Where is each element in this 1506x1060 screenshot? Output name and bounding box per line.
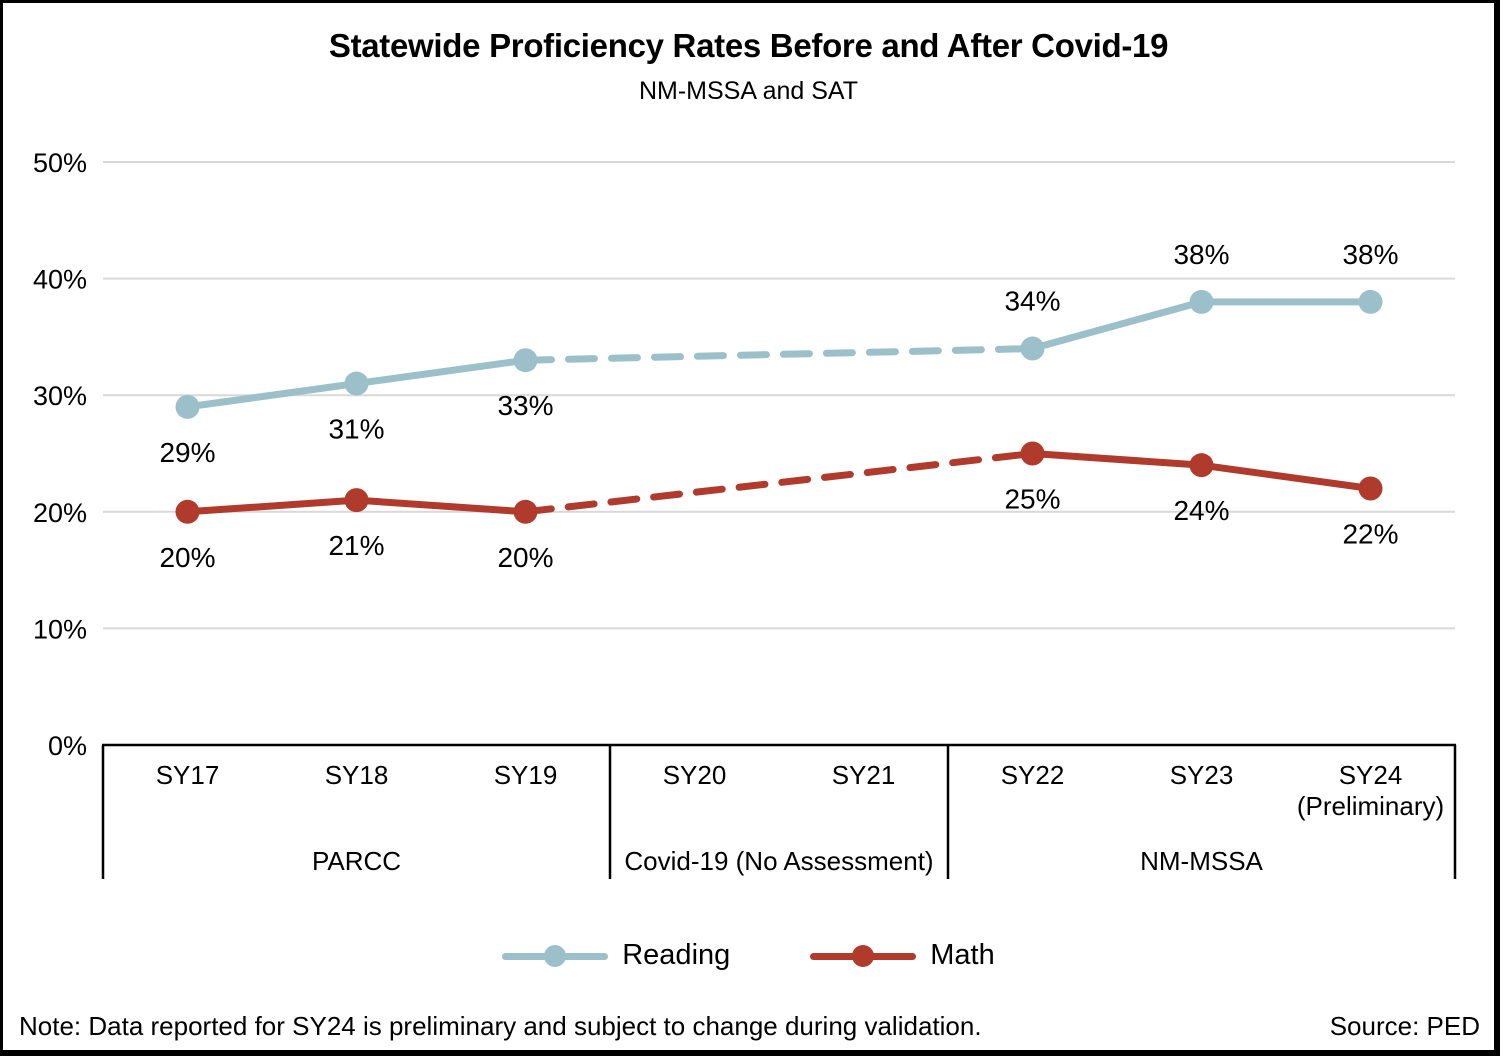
chart-note: Note: Data reported for SY24 is prelimin…	[19, 1011, 982, 1041]
data-point-reading-sy22	[1020, 336, 1045, 361]
data-label-math: 20%	[159, 542, 215, 573]
assessment-group-label: NM-MSSA	[1140, 846, 1263, 876]
data-point-reading-sy18	[344, 371, 369, 396]
chart-legend: Reading Math	[3, 939, 1494, 972]
data-label-reading: 38%	[1342, 239, 1398, 270]
legend-dot	[544, 944, 567, 967]
series-segment-math	[1198, 461, 1374, 492]
legend-dot	[852, 944, 875, 967]
data-label-reading: 38%	[1173, 239, 1229, 270]
legend-label-reading: Reading	[622, 939, 731, 971]
assessment-group-label: PARCC	[312, 846, 401, 876]
data-label-math: 25%	[1004, 484, 1060, 515]
data-point-math-sy17	[175, 499, 200, 524]
series-segment-reading	[522, 345, 1036, 364]
data-point-math-sy24	[1358, 476, 1383, 501]
data-point-math-sy18	[344, 488, 369, 513]
line-chart: 0% 10% 20% 30% 40% 50% 29% 31% 33% 34% 38% 38% 20% 21…	[33, 148, 1457, 879]
data-label-math: 22%	[1342, 518, 1398, 549]
series-segment-math	[522, 450, 1036, 516]
y-axis-tick-label: 10%	[33, 614, 87, 644]
chart-source: Source: PED	[1329, 1011, 1480, 1041]
series-segment-math	[1029, 450, 1205, 469]
data-label-reading: 33%	[497, 390, 553, 421]
data-point-math-sy19	[513, 499, 538, 524]
y-axis-tick-label: 30%	[33, 381, 87, 411]
legend-item-reading: Reading	[502, 939, 730, 972]
series-segment-math	[184, 496, 360, 516]
legend-marker-math-icon	[810, 944, 917, 967]
y-axis-tick-label: 40%	[33, 265, 87, 295]
x-axis-category-label: SY17	[156, 760, 220, 790]
series-segment-reading	[184, 380, 360, 411]
chart-subtitle: NM-MSSA and SAT	[638, 77, 859, 105]
legend-label-math: Math	[930, 939, 995, 971]
x-axis-category-label: SY20	[663, 760, 727, 790]
data-point-reading-sy17	[175, 394, 200, 419]
legend-marker-reading-icon	[502, 944, 609, 967]
x-axis-category-sublabel: (Preliminary)	[1297, 791, 1444, 821]
data-point-reading-sy19	[513, 348, 538, 373]
data-label-reading: 29%	[159, 437, 215, 468]
series-segment-math	[353, 496, 529, 516]
assessment-group-label: Covid-19 (No Assessment)	[624, 846, 933, 876]
data-label-math: 21%	[328, 530, 384, 561]
x-axis-category-label: SY23	[1170, 760, 1234, 790]
legend-item-math: Math	[810, 939, 995, 972]
chart-footer: Note: Data reported for SY24 is prelimin…	[19, 1011, 1480, 1042]
y-axis-tick-label: 50%	[33, 148, 87, 178]
data-point-reading-sy23	[1189, 289, 1214, 314]
x-axis-category-label: SY19	[494, 760, 558, 790]
y-axis-tick-label: 20%	[33, 498, 87, 528]
data-label-math: 24%	[1173, 495, 1229, 526]
x-axis-category-label: SY24	[1339, 760, 1403, 790]
series-segment-reading	[1029, 298, 1205, 353]
x-axis-category-label: SY22	[1001, 760, 1065, 790]
chart-title: Statewide Proficiency Rates Before and A…	[328, 27, 1169, 64]
data-label-math: 20%	[497, 542, 553, 573]
data-point-math-sy23	[1189, 453, 1214, 478]
data-label-reading: 31%	[328, 414, 384, 445]
x-axis-category-label: SY21	[832, 760, 896, 790]
data-point-reading-sy24	[1358, 289, 1383, 314]
series-segment-reading	[353, 356, 529, 388]
y-axis-tick-label: 0%	[48, 731, 87, 761]
x-axis-category-label: SY18	[325, 760, 389, 790]
data-point-math-sy22	[1020, 441, 1045, 466]
data-label-reading: 34%	[1004, 286, 1060, 317]
